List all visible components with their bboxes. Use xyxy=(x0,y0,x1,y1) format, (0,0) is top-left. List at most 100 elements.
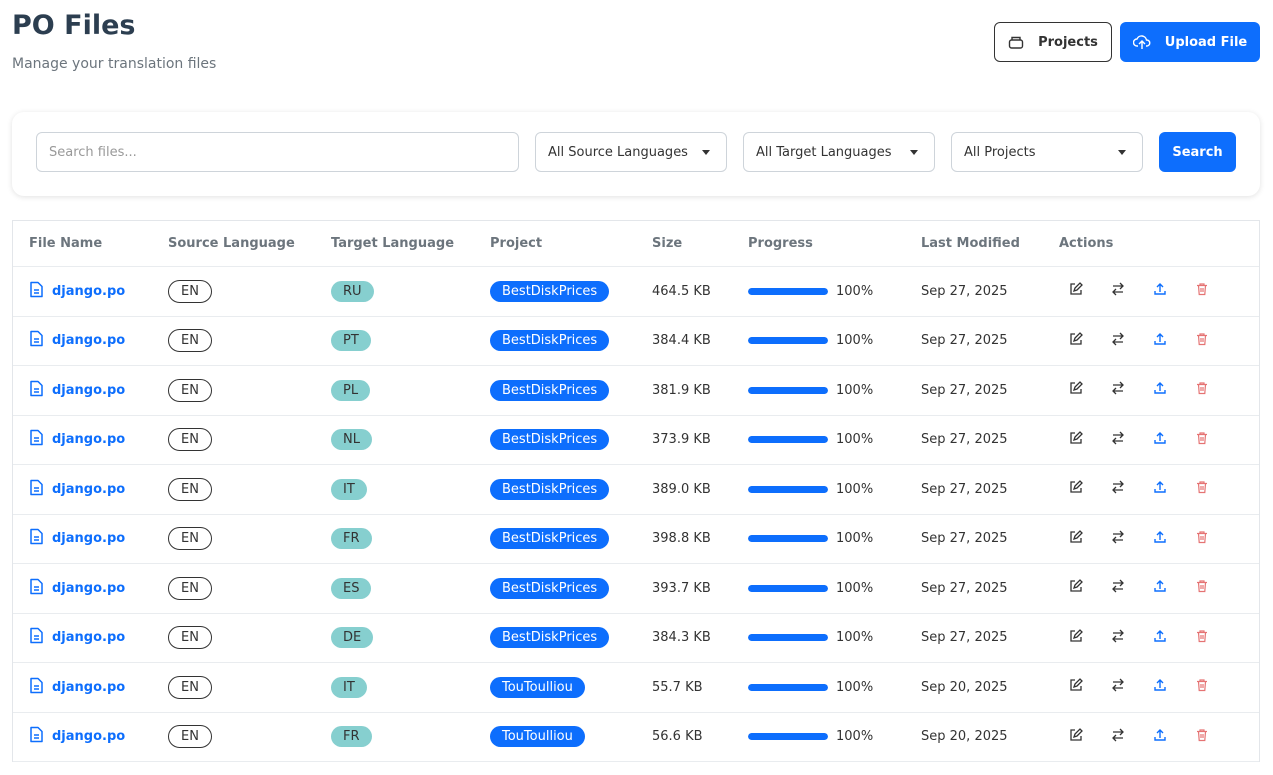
upload-button[interactable]: Upload File xyxy=(1120,22,1260,62)
progress-cell: 100% xyxy=(748,284,921,299)
upload-action[interactable] xyxy=(1153,332,1167,350)
file-icon xyxy=(29,677,44,698)
project-badge: BestDiskPrices xyxy=(490,528,610,550)
page-subtitle: Manage your translation files xyxy=(12,56,217,72)
delete-action[interactable] xyxy=(1195,431,1209,449)
edit-action[interactable] xyxy=(1069,727,1083,746)
edit-action[interactable] xyxy=(1069,282,1083,300)
actions-cell xyxy=(1059,529,1259,548)
source-select[interactable]: All Source Languages xyxy=(535,132,727,172)
file-name[interactable]: django.po xyxy=(52,432,126,448)
file-icon-svg xyxy=(30,529,43,545)
file-name[interactable]: django.po xyxy=(52,333,126,349)
swap-action-svg xyxy=(1112,332,1124,346)
column-header: Source Language xyxy=(168,236,295,251)
target-cell: IT xyxy=(331,478,490,500)
delete-action[interactable] xyxy=(1195,530,1209,548)
progress-track xyxy=(748,485,828,493)
file-name[interactable]: django.po xyxy=(52,283,126,299)
progress-fill xyxy=(748,683,828,691)
file-row: django.po EN RU BestDiskPrices 464.5 KB 100% S… xyxy=(13,267,1259,317)
progress-track xyxy=(748,337,828,345)
upload-action[interactable] xyxy=(1153,678,1167,696)
edit-action[interactable] xyxy=(1069,628,1083,647)
project-select[interactable]: All Projects xyxy=(951,132,1143,172)
swap-action[interactable] xyxy=(1111,728,1125,746)
delete-action[interactable] xyxy=(1195,381,1209,399)
select-label: All Source Languages xyxy=(548,144,688,160)
progress-cell: 100% xyxy=(748,333,921,348)
file-size: 56.6 KB xyxy=(652,729,703,745)
file-name[interactable]: django.po xyxy=(52,580,126,596)
source-cell: EN xyxy=(168,279,331,303)
upload-action[interactable] xyxy=(1153,629,1167,647)
file-name[interactable]: django.po xyxy=(52,630,126,646)
file-name[interactable]: django.po xyxy=(52,679,126,695)
target-select[interactable]: All Target Languages xyxy=(743,132,935,172)
upload-action[interactable] xyxy=(1153,480,1167,498)
progress-cell: 100% xyxy=(748,432,921,447)
file-cell: django.po xyxy=(29,380,168,401)
upload-action[interactable] xyxy=(1153,431,1167,449)
upload-action[interactable] xyxy=(1153,579,1167,597)
actions-cell xyxy=(1059,628,1259,647)
swap-action[interactable] xyxy=(1111,629,1125,647)
delete-action[interactable] xyxy=(1195,579,1209,597)
edit-action[interactable] xyxy=(1069,529,1083,548)
caret xyxy=(910,149,918,155)
upload-action-svg xyxy=(1154,629,1166,642)
edit-action[interactable] xyxy=(1069,579,1083,597)
file-name[interactable]: django.po xyxy=(52,382,126,398)
file-icon xyxy=(29,479,44,500)
projects-label: Projects xyxy=(1038,34,1098,50)
upload-label: Upload File xyxy=(1164,34,1248,50)
edit-action-svg xyxy=(1070,529,1083,543)
file-name[interactable]: django.po xyxy=(52,531,126,547)
swap-action[interactable] xyxy=(1111,431,1125,449)
search-button[interactable]: Search xyxy=(1159,132,1236,172)
last-modified: Sep 27, 2025 xyxy=(921,432,1008,448)
swap-action[interactable] xyxy=(1111,381,1125,399)
swap-action[interactable] xyxy=(1111,480,1125,498)
delete-action[interactable] xyxy=(1195,629,1209,647)
swap-action[interactable] xyxy=(1111,678,1125,696)
edit-action[interactable] xyxy=(1069,480,1083,498)
edit-action-svg xyxy=(1070,381,1083,394)
file-icon xyxy=(29,578,44,599)
file-row: django.po EN PT BestDiskPrices 384.4 KB 100% S… xyxy=(13,317,1259,366)
file-icon-svg xyxy=(30,578,43,594)
project-cell: BestDiskPrices xyxy=(490,577,652,599)
edit-action[interactable] xyxy=(1069,430,1083,449)
delete-action[interactable] xyxy=(1195,728,1209,746)
upload-action[interactable] xyxy=(1153,381,1167,399)
progress-label: 100% xyxy=(836,630,874,646)
projects-button[interactable]: Projects xyxy=(994,22,1112,62)
edit-action[interactable] xyxy=(1069,331,1083,350)
search-placeholder: Search files... xyxy=(49,144,137,160)
source-badge: EN xyxy=(168,675,212,699)
delete-action[interactable] xyxy=(1195,480,1209,498)
search-input[interactable]: Search files... xyxy=(36,132,519,172)
source-cell: EN xyxy=(168,576,331,600)
delete-action[interactable] xyxy=(1195,678,1209,696)
file-icon-svg xyxy=(30,430,43,446)
swap-action[interactable] xyxy=(1111,579,1125,597)
actions-cell xyxy=(1059,727,1259,746)
project-cell: BestDiskPrices xyxy=(490,330,652,352)
upload-action[interactable] xyxy=(1153,282,1167,300)
target-cell: IT xyxy=(331,676,490,698)
edit-action[interactable] xyxy=(1069,381,1083,399)
file-name[interactable]: django.po xyxy=(52,729,126,745)
delete-action[interactable] xyxy=(1195,282,1209,300)
upload-action[interactable] xyxy=(1153,728,1167,746)
edit-action[interactable] xyxy=(1069,678,1083,696)
progress-label: 100% xyxy=(836,729,874,745)
upload-action[interactable] xyxy=(1153,530,1167,548)
swap-action[interactable] xyxy=(1111,282,1125,300)
swap-action[interactable] xyxy=(1111,332,1125,350)
swap-action[interactable] xyxy=(1111,530,1125,548)
file-name[interactable]: django.po xyxy=(52,481,126,497)
upload-action-svg xyxy=(1154,530,1166,543)
delete-action[interactable] xyxy=(1195,332,1209,350)
